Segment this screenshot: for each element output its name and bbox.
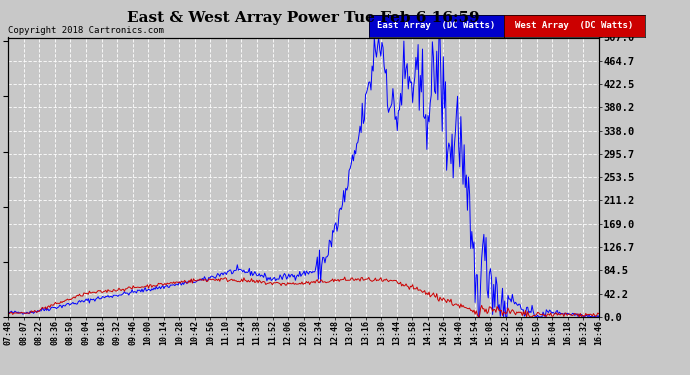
Text: West Array  (DC Watts): West Array (DC Watts) [515, 21, 633, 30]
Text: East Array  (DC Watts): East Array (DC Watts) [377, 21, 495, 30]
Text: East & West Array Power Tue Feb 6 16:59: East & West Array Power Tue Feb 6 16:59 [127, 11, 480, 25]
Text: Copyright 2018 Cartronics.com: Copyright 2018 Cartronics.com [8, 26, 164, 35]
